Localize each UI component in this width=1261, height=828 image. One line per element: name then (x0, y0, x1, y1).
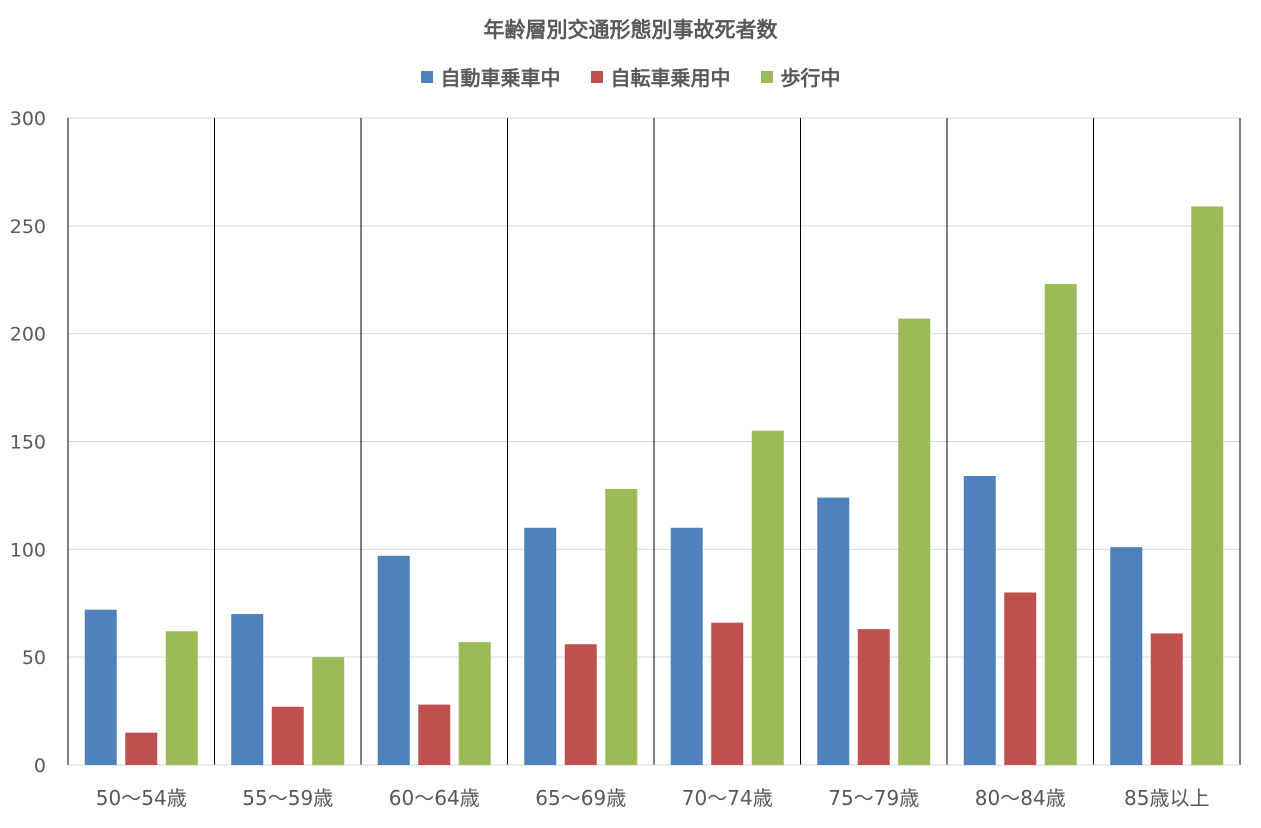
y-tick-label: 300 (10, 108, 46, 130)
bar (524, 527, 557, 765)
bar (751, 430, 784, 765)
y-tick-label: 50 (22, 647, 46, 669)
bar (670, 527, 703, 765)
legend-label: 歩行中 (780, 66, 841, 90)
chart-title: 年齢層別交通形態別事故死者数 (483, 18, 778, 42)
bar (458, 642, 491, 765)
legend-swatch (590, 70, 603, 83)
legend-swatch (760, 70, 773, 83)
bar (377, 555, 410, 765)
bar (418, 704, 451, 765)
legend-item: 自動車乗車中 (420, 62, 561, 91)
x-tick-label: 50〜54歳 (96, 786, 187, 810)
bar (564, 644, 597, 765)
bar (817, 497, 850, 765)
x-tick-label: 75〜79歳 (828, 786, 919, 810)
bar (165, 631, 198, 765)
bar (1044, 284, 1077, 765)
x-tick-label: 60〜64歳 (389, 786, 480, 810)
legend: 自動車乗車中 自転車乗用中 歩行中 (0, 62, 1261, 91)
x-tick-label: 80〜84歳 (975, 786, 1066, 810)
y-tick-label: 100 (10, 539, 46, 561)
x-tick-label: 70〜74歳 (682, 786, 773, 810)
bar (125, 732, 158, 765)
legend-item: 歩行中 (760, 62, 841, 91)
bar (963, 476, 996, 765)
bar (1004, 592, 1037, 765)
x-tick-label: 85歳以上 (1124, 786, 1209, 810)
bar (271, 706, 304, 765)
bar (605, 488, 638, 765)
legend-swatch (420, 70, 433, 83)
bar (1191, 206, 1224, 765)
bar (231, 614, 264, 765)
legend-label: 自転車乗用中 (610, 66, 731, 90)
y-tick-label: 0 (34, 755, 46, 777)
bar (857, 629, 890, 765)
x-tick-label: 65〜69歳 (535, 786, 626, 810)
legend-label: 自動車乗車中 (440, 66, 561, 90)
bar (898, 318, 931, 765)
bar (1110, 547, 1143, 765)
bar (312, 657, 345, 765)
y-tick-label: 250 (10, 216, 46, 238)
bar (1150, 633, 1183, 765)
x-tick-label: 55〜59歳 (242, 786, 333, 810)
y-tick-label: 150 (10, 432, 46, 454)
bar (84, 609, 117, 765)
legend-item: 自転車乗用中 (590, 62, 731, 91)
y-tick-label: 200 (10, 324, 46, 346)
bar (711, 622, 744, 765)
